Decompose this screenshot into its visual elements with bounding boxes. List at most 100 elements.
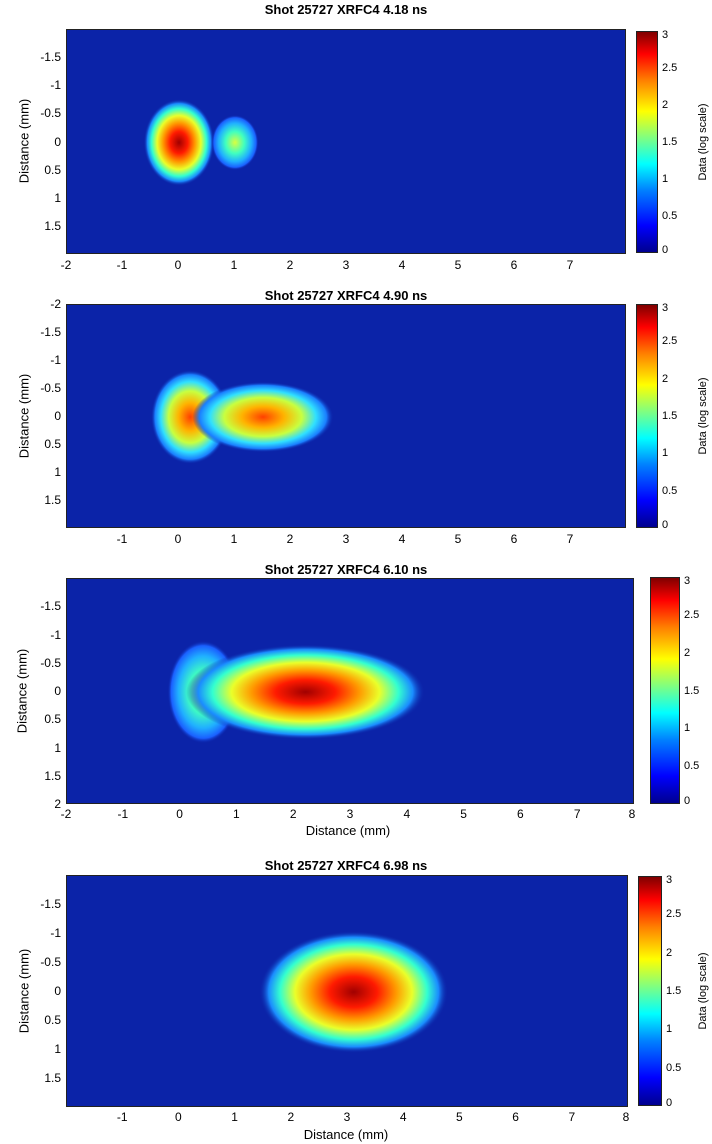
x-tick-label: 7: [573, 807, 581, 821]
chart-title-1: Shot 25727 XRFC4 4.18 ns: [264, 2, 428, 17]
colorbar-tick-label: 2.5: [662, 335, 678, 348]
heatmap-image-3: [67, 579, 633, 803]
x-tick-label: 5: [456, 1110, 463, 1124]
y-tick-label: -1.5: [40, 897, 61, 911]
chart-title-3: Shot 25727 XRFC4 6.10 ns: [264, 562, 428, 577]
y-tick-label: -0.5: [40, 655, 61, 670]
colorbar-4: [638, 876, 662, 1106]
heatmap-plot-1: [66, 29, 626, 254]
y-tick-label: -0.5: [40, 381, 61, 395]
colorbar-tick-label: 2.5: [666, 908, 682, 921]
heatmap-feature: [259, 931, 449, 1053]
heatmap-image-4: [67, 876, 627, 1106]
colorbar-tick-label: 0.5: [662, 210, 678, 222]
y-tick-label: 2: [54, 797, 61, 811]
y-tick-label: 1.5: [44, 218, 61, 233]
x-tick-label: 2: [289, 807, 297, 821]
y-tick-label: 1: [54, 740, 61, 755]
x-tick-label: 3: [342, 532, 350, 546]
colorbar-tick-label: 0: [662, 519, 669, 531]
heatmap-image-1: [67, 30, 625, 253]
colorbar-tick-label: 1.5: [662, 136, 678, 148]
y-tick-label: 0.5: [44, 1013, 61, 1027]
y-tick-label: -1: [50, 627, 61, 642]
y-axis-label-4: Distance (mm): [16, 948, 32, 1034]
x-tick-label: 0: [174, 532, 182, 546]
x-tick-label: 0: [174, 258, 182, 272]
y-tick-label: -2: [50, 297, 61, 311]
x-tick-label: 6: [510, 258, 518, 272]
heatmap-image-2: [67, 305, 625, 527]
colorbar-tick-label: 3: [662, 302, 669, 314]
x-tick-label: 0: [175, 1110, 182, 1124]
x-tick-label: 8: [622, 1110, 630, 1124]
colorbar-tick-label: 2.5: [684, 608, 700, 621]
y-tick-label: 1: [54, 465, 61, 479]
y-tick-label: -1.5: [40, 599, 61, 614]
x-tick-label: 4: [403, 807, 411, 821]
y-tick-label: 0: [54, 684, 61, 698]
y-axis-label-2: Distance (mm): [16, 373, 32, 459]
x-tick-label: 2: [286, 258, 294, 272]
colorbar-1: [636, 31, 658, 253]
x-tick-label: -1: [116, 1110, 128, 1124]
colorbar-label-2: Data (log scale): [697, 377, 709, 455]
colorbar-tick-label: 2: [666, 946, 673, 959]
y-axis-label-3: Distance (mm): [14, 648, 30, 734]
colorbar-tick-label: 2: [662, 99, 669, 111]
colorbar-tick-label: 3: [662, 29, 669, 41]
colorbar-tick-label: 2.5: [662, 62, 678, 74]
x-tick-label: 6: [517, 807, 524, 821]
colorbar-tick-label: 0: [666, 1097, 673, 1109]
y-tick-label: 1: [54, 1042, 61, 1056]
heatmap-feature: [151, 369, 230, 465]
colorbar-tick-label: 0.5: [662, 484, 678, 497]
y-axis-label-1: Distance (mm): [16, 98, 32, 184]
heatmap-feature: [192, 381, 334, 453]
y-tick-label: 0: [54, 409, 61, 423]
y-tick-label: 0: [54, 134, 61, 149]
colorbar-label-1: Data (log scale): [697, 103, 709, 181]
colorbar-label-4: Data (log scale): [697, 952, 709, 1030]
y-tick-label: 1.5: [44, 493, 61, 507]
x-tick-label: 4: [398, 258, 406, 272]
x-tick-label: 3: [342, 258, 350, 272]
x-tick-label: -2: [60, 258, 72, 272]
y-tick-label: -1: [50, 926, 61, 940]
y-tick-label: 0.5: [44, 437, 61, 451]
heatmap-feature: [143, 99, 215, 186]
x-tick-label: 5: [454, 258, 462, 272]
x-tick-label: -2: [60, 807, 72, 821]
x-tick-label: 3: [346, 807, 354, 821]
x-tick-label: 4: [398, 532, 406, 546]
chart-title-2: Shot 25727 XRFC4 4.90 ns: [264, 288, 428, 303]
colorbar-tick-label: 0.5: [684, 760, 700, 773]
colorbar-tick-label: 1: [666, 1023, 673, 1036]
x-tick-label: 2: [287, 1110, 295, 1124]
colorbar-tick-label: 1: [662, 447, 669, 460]
colorbar-3: [650, 577, 680, 804]
x-tick-label: 4: [399, 1110, 407, 1124]
y-tick-label: -1: [50, 78, 61, 93]
colorbar-tick-label: 1: [662, 173, 669, 185]
y-tick-label: 0.5: [44, 162, 61, 177]
y-tick-label: -0.5: [40, 106, 61, 121]
y-tick-label: 1.5: [44, 768, 61, 783]
x-tick-label: -1: [116, 258, 128, 272]
x-axis-label-3: Distance (mm): [305, 823, 391, 838]
y-tick-label: -1.5: [40, 50, 61, 65]
colorbar-tick-label: 0.5: [666, 1061, 682, 1074]
x-tick-label: -1: [116, 532, 128, 546]
colorbar-tick-label: 1: [684, 722, 691, 735]
colorbar-tick-label: 1.5: [666, 985, 682, 997]
y-tick-label: 0: [54, 984, 61, 998]
x-tick-label: 8: [628, 807, 636, 821]
colorbar-tick-label: 2: [684, 646, 691, 659]
colorbar-tick-label: 0: [662, 244, 669, 256]
x-tick-label: 1: [230, 532, 238, 546]
x-tick-label: 0: [176, 807, 183, 821]
colorbar-tick-label: 0: [684, 795, 691, 807]
x-tick-label: 7: [566, 532, 574, 546]
colorbar-tick-label: 3: [666, 874, 673, 886]
x-tick-label: 7: [568, 1110, 576, 1124]
